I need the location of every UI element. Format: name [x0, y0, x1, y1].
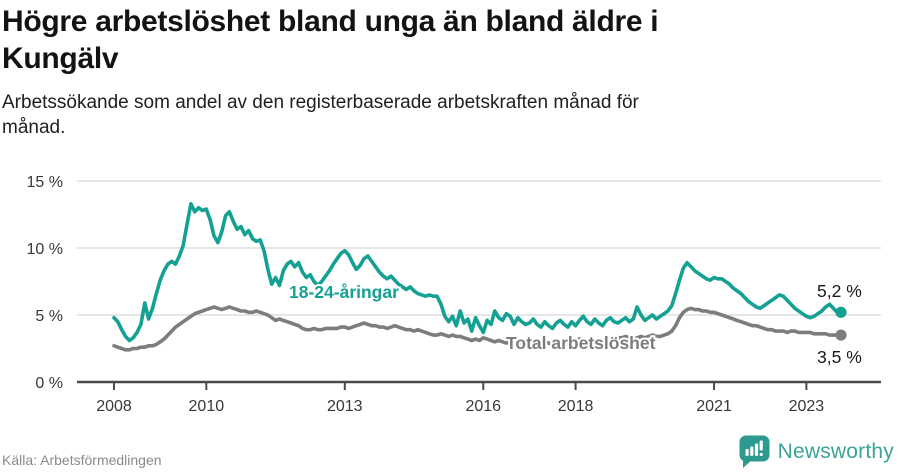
page-title: Högre arbetslöshet bland unga än bland ä…	[2, 5, 659, 75]
series-end-value-total: 3,5 %	[817, 347, 862, 367]
x-tick-label: 2013	[327, 398, 363, 415]
series-label-total: Total arbetslöshet	[506, 333, 656, 353]
x-tick-label: 2023	[789, 398, 825, 415]
newsworthy-brand: Newsworthy	[739, 435, 894, 469]
series-line-total	[112, 305, 843, 352]
chart-header: Högre arbetslöshet bland unga än bland ä…	[0, 0, 898, 141]
series-label-youth: 18-24-åringar	[289, 282, 399, 302]
y-tick-label: 15 %	[27, 174, 63, 191]
y-tick-label: 10 %	[27, 241, 63, 258]
page-subtitle: Arbetssökande som andel av den registerb…	[2, 92, 639, 139]
newsworthy-wordmark: Newsworthy	[777, 440, 894, 463]
x-tick-label: 2018	[558, 398, 594, 415]
x-tick-label: 2008	[96, 398, 132, 415]
newsworthy-logo-icon	[739, 435, 770, 468]
y-tick-label: 0 %	[35, 375, 63, 392]
y-tick-label: 5 %	[35, 308, 63, 325]
x-tick-label: 2010	[189, 398, 225, 415]
x-tick-label: 2021	[696, 398, 732, 415]
series-end-dot-total	[835, 329, 847, 341]
series-end-value-youth: 5,2 %	[817, 281, 862, 301]
x-tick-label: 2016	[465, 398, 501, 415]
series-line-youth	[112, 202, 843, 343]
source-note: Källa: Arbetsförmedlingen	[2, 452, 162, 468]
series-end-dot-youth	[835, 306, 847, 318]
